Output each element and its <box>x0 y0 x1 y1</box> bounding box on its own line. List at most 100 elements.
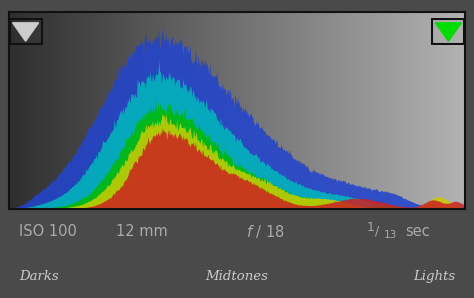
Bar <box>118 12 120 209</box>
Bar <box>77 12 79 209</box>
Bar <box>29 12 31 209</box>
Bar <box>207 12 210 209</box>
Bar <box>237 12 239 209</box>
Bar <box>262 12 264 209</box>
Bar <box>109 12 111 209</box>
Bar <box>125 12 128 209</box>
Bar <box>56 12 59 209</box>
Bar <box>354 12 356 209</box>
Bar <box>424 12 427 209</box>
Text: $f$ / 18: $f$ / 18 <box>246 223 285 240</box>
Bar <box>134 12 137 209</box>
Bar <box>120 12 123 209</box>
Bar <box>381 12 383 209</box>
Bar <box>98 12 100 209</box>
Bar <box>86 12 89 209</box>
Bar <box>315 12 317 209</box>
Bar <box>219 12 221 209</box>
Bar <box>431 12 434 209</box>
Bar <box>340 12 342 209</box>
Text: Midtones: Midtones <box>206 270 268 283</box>
Bar <box>196 12 198 209</box>
Bar <box>68 12 70 209</box>
Bar <box>164 12 166 209</box>
Bar <box>438 12 440 209</box>
Bar <box>244 12 246 209</box>
Bar <box>408 12 410 209</box>
Bar <box>230 12 232 209</box>
Text: 12 mm: 12 mm <box>116 224 168 239</box>
Bar <box>363 12 365 209</box>
Bar <box>388 12 390 209</box>
Bar <box>50 12 52 209</box>
Bar <box>143 12 146 209</box>
Text: /: / <box>375 225 379 238</box>
Bar <box>376 12 379 209</box>
Bar <box>214 12 217 209</box>
Bar <box>203 12 205 209</box>
Bar <box>64 12 65 209</box>
Bar <box>212 12 214 209</box>
Bar <box>217 12 219 209</box>
Bar <box>173 12 175 209</box>
Bar <box>34 12 36 209</box>
Bar <box>191 12 193 209</box>
Text: Lights: Lights <box>413 270 455 283</box>
Bar <box>198 12 201 209</box>
Polygon shape <box>436 23 461 41</box>
Bar <box>328 12 331 209</box>
Bar <box>111 12 114 209</box>
Bar <box>100 12 102 209</box>
Bar <box>422 12 424 209</box>
Bar <box>168 12 171 209</box>
Bar <box>139 12 141 209</box>
Bar <box>273 12 276 209</box>
Bar <box>333 12 335 209</box>
Bar <box>248 12 251 209</box>
Bar <box>15 12 18 209</box>
Bar <box>132 12 134 209</box>
Bar <box>13 12 15 209</box>
Bar <box>25 12 27 209</box>
Text: sec: sec <box>405 224 430 239</box>
Bar <box>141 12 143 209</box>
Bar <box>9 12 11 209</box>
Bar <box>454 12 456 209</box>
Bar <box>61 12 64 209</box>
Bar <box>260 12 262 209</box>
Bar <box>159 12 162 209</box>
Bar <box>292 12 294 209</box>
Bar <box>150 12 153 209</box>
Bar <box>365 12 367 209</box>
Bar <box>436 12 438 209</box>
Bar <box>228 12 230 209</box>
Bar <box>367 12 370 209</box>
Bar <box>392 12 395 209</box>
Bar <box>18 12 20 209</box>
Bar <box>193 12 196 209</box>
Bar <box>379 12 381 209</box>
Bar <box>246 12 248 209</box>
Bar <box>175 12 178 209</box>
Bar <box>351 12 354 209</box>
Bar <box>180 12 182 209</box>
Bar <box>342 12 345 209</box>
Bar <box>20 12 22 209</box>
Bar <box>310 12 312 209</box>
Bar <box>255 12 257 209</box>
Bar <box>47 12 50 209</box>
Bar <box>429 12 431 209</box>
Bar <box>187 12 189 209</box>
Bar <box>306 12 308 209</box>
Bar <box>326 12 328 209</box>
Bar <box>420 12 422 209</box>
Bar <box>148 12 150 209</box>
Bar <box>397 12 399 209</box>
Bar <box>440 12 443 209</box>
Bar <box>296 12 299 209</box>
Bar <box>22 12 25 209</box>
Bar <box>114 12 116 209</box>
Bar <box>385 12 388 209</box>
Bar <box>102 12 104 209</box>
Bar <box>418 12 420 209</box>
